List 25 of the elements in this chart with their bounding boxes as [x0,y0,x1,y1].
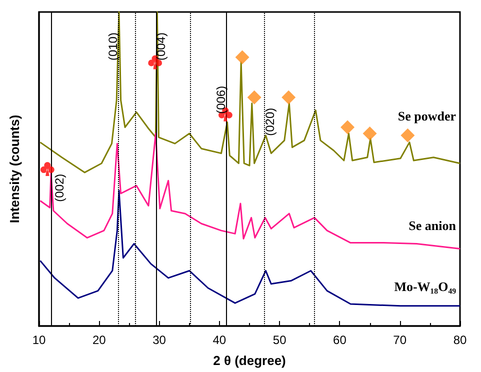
point [40,162,54,176]
x-tick-label: 60 [333,333,347,347]
point [400,128,415,142]
point [282,90,296,104]
x-tick-label: 40 [212,333,226,347]
x-tick-label: 50 [272,333,287,347]
point [247,90,262,104]
point [362,126,377,141]
annotation: (006) [214,86,228,114]
annotation: (002) [52,174,66,202]
series-label: Mo-W₁₈O₄₉ [394,278,456,294]
point [235,50,250,64]
annotation: (020) [262,108,277,136]
series-label: Se anion [408,218,457,233]
x-tick-label: 30 [152,333,166,347]
x-axis-title: 2 θ (degree) [213,353,286,368]
x-tick-label: 70 [393,333,407,347]
x-tick-label: 10 [32,333,46,347]
annotation: (010) [106,32,120,61]
x-tick-label: 80 [453,333,467,347]
series-label: Se powder [398,108,456,124]
y-axis-title: Intensity (counts) [7,114,22,224]
x-tick-label: 20 [92,333,106,347]
annotation: (004) [154,32,168,61]
point [340,120,355,134]
